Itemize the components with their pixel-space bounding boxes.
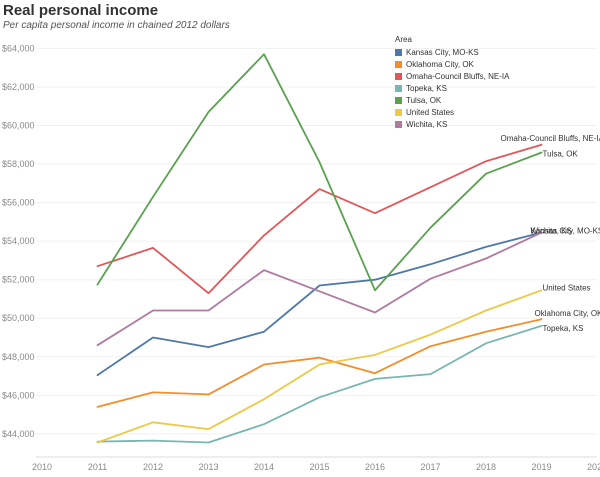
y-tick-label: $52,000 bbox=[2, 275, 35, 285]
x-tick-label: 2013 bbox=[198, 462, 218, 472]
legend-swatch bbox=[395, 48, 402, 56]
y-tick-label: $50,000 bbox=[2, 313, 35, 323]
series-line bbox=[96, 318, 543, 408]
legend-title: Area bbox=[395, 35, 412, 44]
legend-label: United States bbox=[406, 107, 455, 117]
y-tick-label: $48,000 bbox=[2, 352, 35, 362]
legend-swatch bbox=[395, 108, 402, 116]
y-tick-label: $44,000 bbox=[2, 429, 35, 439]
y-tick-label: $56,000 bbox=[2, 198, 35, 208]
series-end-label: Oklahoma City, OK bbox=[535, 309, 600, 318]
legend-item[interactable]: Wichita, KS bbox=[395, 118, 509, 130]
legend-item[interactable]: Tulsa, OK bbox=[395, 94, 509, 106]
x-tick-label: 2016 bbox=[365, 462, 385, 472]
legend-swatch bbox=[395, 96, 402, 104]
series-line bbox=[96, 231, 543, 377]
y-tick-label: $64,000 bbox=[2, 43, 35, 53]
x-tick-label: 2010 bbox=[32, 462, 52, 472]
series-end-label: Tulsa, OK bbox=[543, 149, 579, 158]
y-tick-label: $62,000 bbox=[2, 82, 35, 92]
y-tick-label: $54,000 bbox=[2, 236, 35, 246]
legend[interactable]: Area Kansas City, MO-KS Oklahoma City, OK… bbox=[395, 35, 509, 130]
legend-label: Omaha-Council Bluffs, NE-IA bbox=[406, 71, 510, 81]
legend-swatch bbox=[395, 60, 402, 68]
legend-swatch bbox=[395, 84, 402, 92]
legend-item[interactable]: United States bbox=[395, 106, 509, 118]
y-tick-label: $46,000 bbox=[2, 390, 35, 400]
x-tick-label: 2020 bbox=[587, 462, 600, 472]
legend-item[interactable]: Kansas City, MO-KS bbox=[395, 46, 509, 58]
series-end-label: Topeka, KS bbox=[543, 324, 584, 333]
legend-swatch bbox=[395, 72, 402, 80]
y-tick-label: $58,000 bbox=[2, 159, 35, 169]
x-tick-label: 2019 bbox=[531, 462, 551, 472]
chart-subtitle: Per capita personal income in chained 20… bbox=[3, 20, 230, 31]
legend-swatch bbox=[395, 120, 402, 128]
series-line bbox=[96, 324, 543, 444]
legend-label: Tulsa, OK bbox=[406, 95, 442, 105]
series-end-label: Omaha-Council Bluffs, NE-IA bbox=[501, 134, 600, 143]
x-tick-label: 2018 bbox=[476, 462, 496, 472]
x-tick-label: 2012 bbox=[143, 462, 163, 472]
series-line bbox=[96, 53, 543, 292]
legend-item[interactable]: Topeka, KS bbox=[395, 82, 509, 94]
series-end-label: United States bbox=[543, 283, 591, 292]
series-line bbox=[96, 231, 543, 347]
legend-label: Topeka, KS bbox=[406, 83, 447, 93]
x-tick-label: 2017 bbox=[420, 462, 440, 472]
x-tick-label: 2014 bbox=[254, 462, 274, 472]
chart-title: Real personal income bbox=[3, 2, 159, 19]
legend-item[interactable]: Oklahoma City, OK bbox=[395, 58, 509, 70]
legend-label: Kansas City, MO-KS bbox=[406, 47, 479, 57]
x-tick-label: 2015 bbox=[309, 462, 329, 472]
legend-item[interactable]: Omaha-Council Bluffs, NE-IA bbox=[395, 70, 509, 82]
legend-label: Oklahoma City, OK bbox=[406, 59, 474, 69]
legend-label: Wichita, KS bbox=[406, 119, 448, 129]
x-tick-label: 2011 bbox=[88, 462, 107, 472]
series-line bbox=[96, 143, 543, 295]
series-end-label: Kansas City, MO-KS bbox=[531, 226, 600, 235]
series-end-label: Wichita, KS bbox=[531, 226, 572, 235]
y-tick-label: $60,000 bbox=[2, 121, 35, 131]
series-line bbox=[96, 289, 543, 444]
